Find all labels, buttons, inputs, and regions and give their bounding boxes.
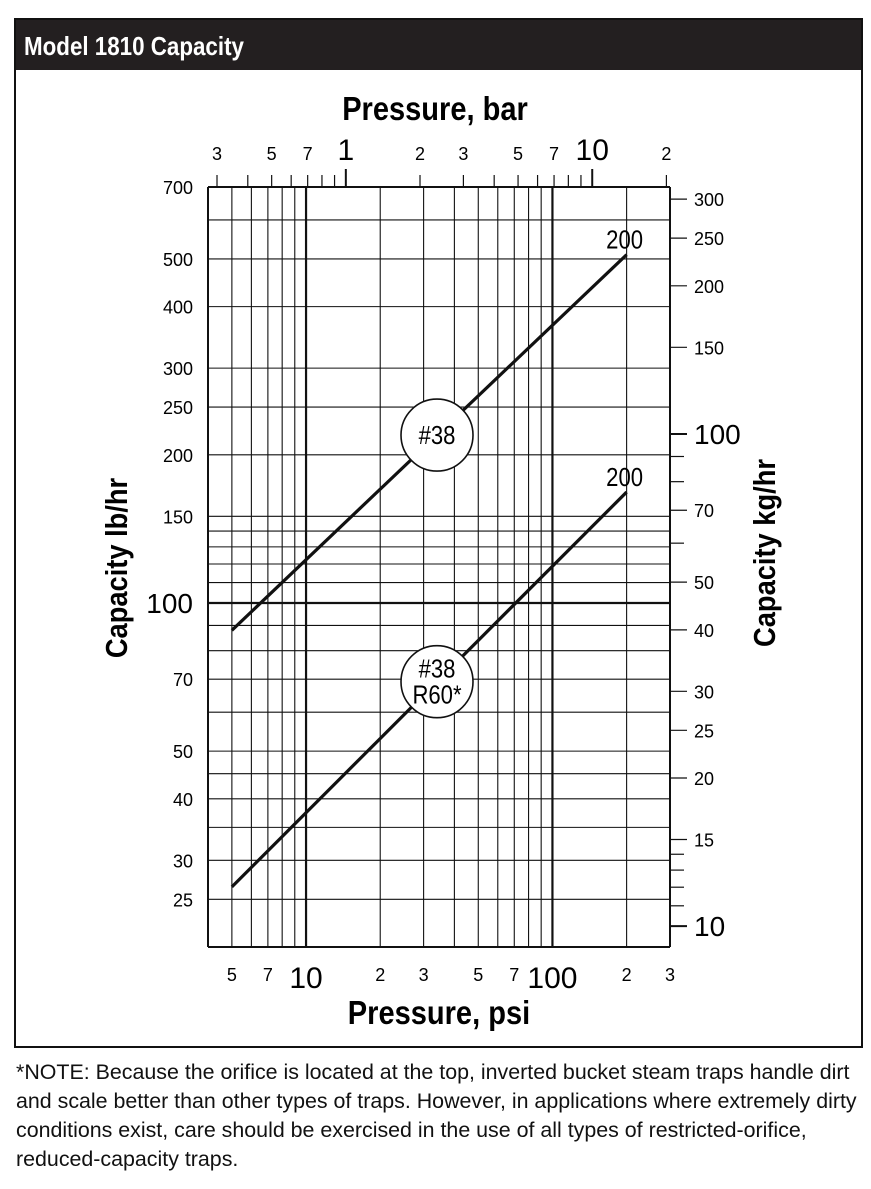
y-axis-kghr: 10 15 20 25 30 40 50 70 100 150 200 250 300 bbox=[670, 190, 741, 942]
x-tick-label: 5 bbox=[473, 965, 483, 985]
chart-title-bar: Model 1810 Capacity bbox=[16, 20, 861, 70]
y2-tick-label: 300 bbox=[694, 190, 724, 210]
y2-tick-label: 150 bbox=[694, 338, 724, 358]
y-axis-title: Capacity lb/hr bbox=[100, 478, 134, 658]
y2-tick-label: 15 bbox=[694, 831, 714, 851]
x-tick-label: 2 bbox=[622, 965, 632, 985]
y-tick-label: 50 bbox=[173, 742, 193, 762]
x-tick-label: 7 bbox=[263, 965, 273, 985]
y-tick-label: 700 bbox=[163, 178, 193, 198]
chart-frame: Model 1810 Capacity bbox=[14, 18, 863, 1048]
x-tick-label: 3 bbox=[665, 965, 675, 985]
y2-tick-label: 40 bbox=[694, 621, 714, 641]
series-label-1-line-1: #38 bbox=[419, 421, 456, 450]
y-tick-label: 250 bbox=[163, 398, 193, 418]
x-axis-psi: 5 7 10 2 3 5 7 100 2 3 bbox=[227, 962, 675, 995]
y-tick-label: 300 bbox=[163, 359, 193, 379]
y2-tick-label: 25 bbox=[694, 721, 714, 741]
series-label-badge-1 bbox=[400, 398, 474, 472]
x2-tick-label: 2 bbox=[415, 144, 425, 164]
series-end-label-1: 200 bbox=[606, 226, 643, 255]
y2-tick-label: 100 bbox=[694, 419, 741, 450]
x-tick-label: 5 bbox=[227, 965, 237, 985]
x2-tick-label: 7 bbox=[549, 144, 559, 164]
y-tick-label: 30 bbox=[173, 851, 193, 871]
y-tick-label: 100 bbox=[146, 588, 193, 619]
x-tick-label: 10 bbox=[289, 962, 322, 995]
y-tick-label: 500 bbox=[163, 250, 193, 270]
x-axis-title: Pressure, psi bbox=[348, 994, 530, 1031]
y-tick-label: 40 bbox=[173, 790, 193, 810]
y-tick-label: 200 bbox=[163, 446, 193, 466]
x2-tick-label: 5 bbox=[267, 144, 277, 164]
y-tick-label: 25 bbox=[173, 890, 193, 910]
y2-tick-label: 70 bbox=[694, 501, 714, 521]
x2-tick-label: 1 bbox=[337, 134, 354, 167]
footnote: *NOTE: Because the orifice is located at… bbox=[16, 1060, 857, 1171]
chart-title: Model 1810 Capacity bbox=[24, 31, 244, 61]
x2-tick-label: 3 bbox=[212, 144, 222, 164]
y2-tick-label: 10 bbox=[694, 911, 725, 942]
x-axis-bar: 3 5 7 1 2 3 5 7 10 2 bbox=[212, 134, 671, 187]
x-tick-label: 2 bbox=[375, 965, 385, 985]
y-tick-label: 150 bbox=[163, 507, 193, 527]
series-label-2-line-1: #38 bbox=[419, 655, 456, 684]
x2-axis-title: Pressure, bar bbox=[342, 90, 528, 127]
x2-tick-label: 10 bbox=[576, 134, 609, 167]
series-label-2-line-2: R60* bbox=[412, 681, 461, 710]
y2-tick-label: 30 bbox=[694, 682, 714, 702]
x2-tick-label: 7 bbox=[303, 144, 313, 164]
y-axis-lbhr: 25 30 40 50 70 100 150 200 250 300 400 500 700 bbox=[146, 178, 193, 910]
y2-tick-label: 200 bbox=[694, 277, 724, 297]
series-end-label-2: 200 bbox=[606, 463, 643, 492]
y-tick-label: 400 bbox=[163, 298, 193, 318]
y-tick-label: 70 bbox=[173, 670, 193, 690]
series-label-badge-2 bbox=[400, 644, 474, 719]
x-tick-label: 7 bbox=[509, 965, 519, 985]
x2-tick-label: 5 bbox=[513, 144, 523, 164]
y2-tick-label: 50 bbox=[694, 573, 714, 593]
grid-lines bbox=[207, 186, 671, 948]
y2-tick-label: 20 bbox=[694, 769, 714, 789]
x2-tick-label: 2 bbox=[661, 144, 671, 164]
x-tick-label: 100 bbox=[527, 962, 577, 995]
x2-tick-label: 3 bbox=[458, 144, 468, 164]
y2-axis-title: Capacity kg/hr bbox=[748, 459, 782, 647]
y2-tick-label: 250 bbox=[694, 229, 724, 249]
x-tick-label: 3 bbox=[419, 965, 429, 985]
